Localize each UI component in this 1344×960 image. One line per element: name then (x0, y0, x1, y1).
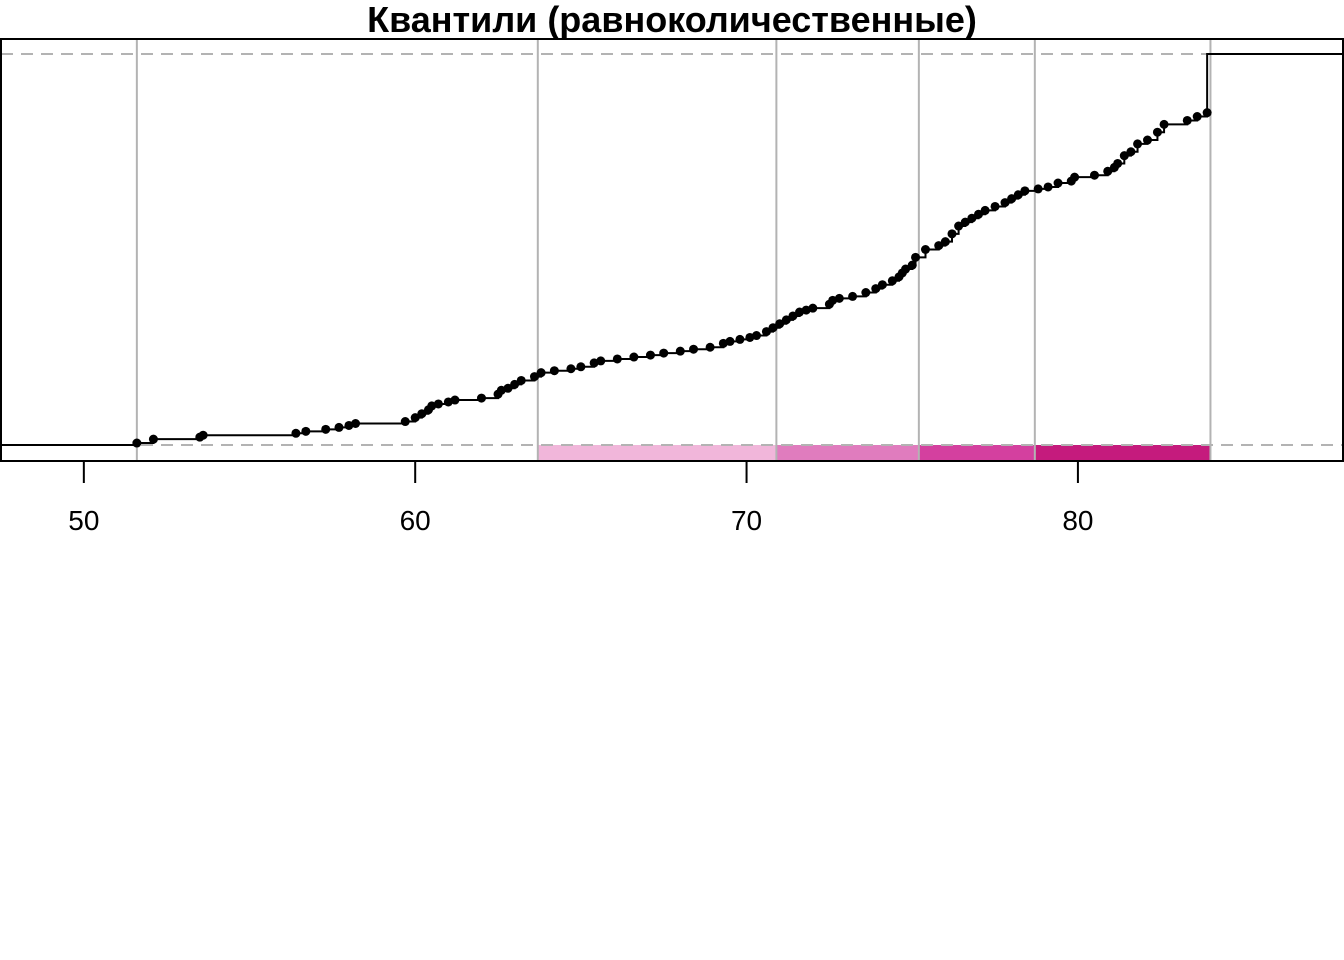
ecdf-point (934, 241, 944, 251)
ecdf-point (132, 438, 142, 448)
ecdf-point (887, 276, 897, 286)
x-axis: 50 60 70 80 (68, 461, 1093, 536)
ecdf-point (877, 280, 887, 290)
ecdf-point (1192, 112, 1202, 122)
ecdf-point (1070, 172, 1080, 182)
ecdf-point (960, 217, 970, 227)
ecdf-point (321, 424, 331, 434)
ecdf-point (596, 356, 606, 366)
ecdf-point (735, 334, 745, 344)
ecdf-point (1033, 184, 1043, 194)
ecdf-point (768, 323, 778, 333)
ecdf-point (576, 362, 586, 372)
ecdf-point (659, 348, 669, 358)
ecdf-point (689, 344, 699, 354)
ecdf-point (417, 409, 427, 419)
class-band-3 (918, 445, 1035, 461)
ecdf-series (1, 53, 1343, 446)
ecdf-point (198, 430, 208, 440)
ecdf-point (788, 311, 798, 321)
ecdf-point (1152, 127, 1162, 137)
ecdf-point (566, 364, 576, 374)
ecdf-point (510, 379, 520, 389)
plot-frame (0, 38, 1344, 462)
ecdf-point (1089, 170, 1099, 180)
ecdf-point (808, 303, 818, 313)
ecdf-point (861, 288, 871, 298)
ecdf-point (645, 350, 655, 360)
ecdf-points (132, 108, 1212, 448)
ecdf-point (940, 237, 950, 247)
quantile-break-lines (135, 39, 1212, 461)
ecdf-point (410, 413, 420, 423)
ecdf-point (1113, 158, 1123, 168)
reference-lines (1, 53, 1343, 446)
ecdf-point (1103, 166, 1113, 176)
ecdf-point (901, 264, 911, 274)
ecdf-point (1000, 198, 1010, 208)
ecdf-point (848, 291, 858, 301)
ecdf-point (536, 368, 546, 378)
ecdf-point (1182, 115, 1192, 125)
ecdf-point (775, 319, 785, 329)
class-band-2 (776, 445, 919, 461)
x-tick-label: 70 (731, 505, 762, 536)
ecdf-point (781, 315, 791, 325)
x-tick-label: 50 (68, 505, 99, 536)
ecdf-point (1133, 139, 1143, 149)
ecdf-point (834, 293, 844, 303)
ecdf-point (1119, 151, 1129, 161)
ecdf-point (1126, 147, 1136, 157)
class-band-4 (1034, 445, 1211, 461)
class-bands (537, 445, 1211, 461)
ecdf-point (967, 213, 977, 223)
ecdf-point (1020, 186, 1030, 196)
ecdf-point (549, 366, 559, 376)
ecdf-point (1159, 119, 1169, 129)
ecdf-point (1202, 108, 1212, 118)
ecdf-point (291, 428, 301, 438)
ecdf-point (1007, 194, 1017, 204)
ecdf-point (400, 417, 410, 427)
ecdf-point (954, 221, 964, 231)
ecdf-point (990, 201, 1000, 211)
ecdf-point (980, 205, 990, 215)
x-tick-label: 60 (400, 505, 431, 536)
ecdf-point (433, 399, 443, 409)
ecdf-point (725, 336, 735, 346)
x-tick-label: 80 (1062, 505, 1093, 536)
ecdf-point (751, 331, 761, 341)
ecdf-point (629, 352, 639, 362)
ecdf-point (907, 260, 917, 270)
ecdf-point (920, 245, 930, 254)
ecdf-point (1013, 190, 1023, 200)
class-band-1 (537, 445, 777, 461)
ecdf-point (761, 327, 771, 337)
ecdf-step-line (1, 53, 1343, 446)
ecdf-point (148, 434, 158, 444)
ecdf-point (911, 252, 921, 262)
ecdf-point (529, 372, 539, 382)
ecdf-point (612, 354, 622, 364)
ecdf-point (516, 375, 526, 385)
ecdf-point (705, 342, 715, 352)
ecdf-point (947, 229, 957, 239)
ecdf-point (334, 422, 344, 432)
ecdf-point (675, 346, 685, 356)
ecdf-point (974, 209, 984, 219)
ecdf-point (871, 284, 881, 294)
ecdf-point (301, 426, 311, 436)
ecdf-point (351, 418, 361, 428)
ecdf-point (1043, 182, 1053, 192)
ecdf-point (1053, 178, 1063, 188)
ecdf-point (450, 395, 460, 405)
chart-title: Квантили (равноколичественные) (367, 0, 977, 40)
ecdf-point (503, 383, 513, 393)
ecdf-point (1142, 135, 1152, 145)
ecdf-point (476, 393, 486, 403)
